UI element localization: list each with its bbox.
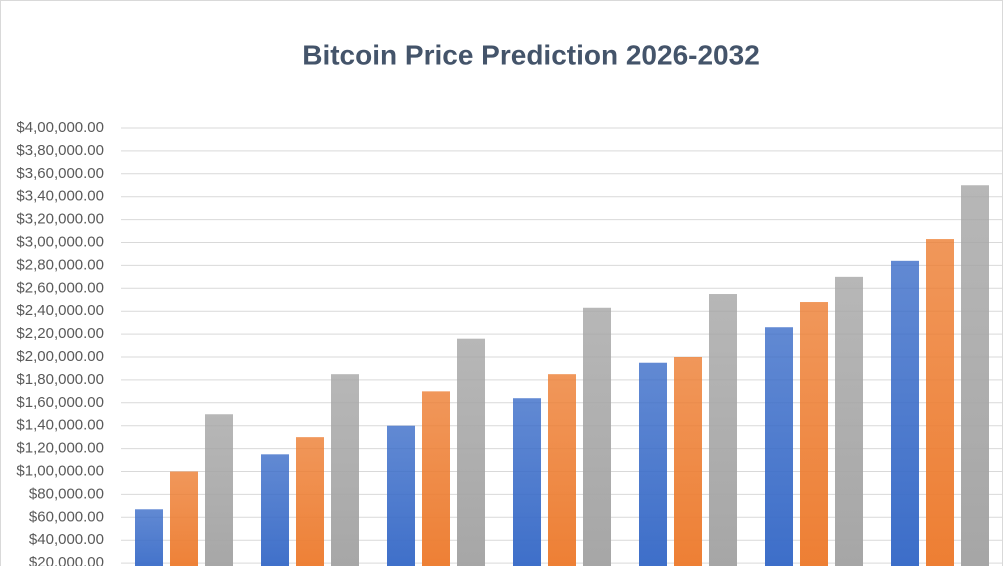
y-tick-label: $1,80,000.00	[16, 371, 104, 388]
y-tick-label: $1,20,000.00	[16, 440, 104, 457]
y-tick-label: $1,00,000.00	[16, 462, 104, 479]
y-tick-label: $1,40,000.00	[16, 417, 104, 434]
bar	[205, 414, 233, 566]
chart-title: Bitcoin Price Prediction 2026-2032	[302, 39, 760, 70]
bar	[135, 509, 163, 566]
bar	[422, 391, 450, 566]
y-tick-label: $40,000.00	[29, 531, 104, 548]
y-tick-label: $3,80,000.00	[16, 142, 104, 159]
y-tick-label: $80,000.00	[29, 485, 104, 502]
y-tick-label: $3,40,000.00	[16, 188, 104, 205]
bar	[457, 338, 485, 566]
bar	[261, 454, 289, 566]
bar	[835, 276, 863, 566]
bar	[583, 307, 611, 566]
bar	[709, 294, 737, 566]
bar	[387, 425, 415, 566]
bar	[926, 239, 954, 566]
bar	[513, 398, 541, 566]
bar	[765, 327, 793, 566]
y-tick-label: $3,60,000.00	[16, 165, 104, 182]
bar	[674, 357, 702, 566]
y-tick-label: $3,20,000.00	[16, 211, 104, 228]
bar	[170, 471, 198, 566]
y-tick-label: $1,60,000.00	[16, 394, 104, 411]
y-tick-label: $2,00,000.00	[16, 348, 104, 365]
bar	[961, 185, 989, 566]
y-tick-label: $4,00,000.00	[16, 119, 104, 136]
bar	[891, 260, 919, 566]
bar	[331, 374, 359, 566]
bar	[296, 437, 324, 566]
y-tick-label: $60,000.00	[29, 508, 104, 525]
bar	[800, 302, 828, 566]
y-tick-label: $2,40,000.00	[16, 302, 104, 319]
y-tick-label: $2,60,000.00	[16, 279, 104, 296]
y-tick-label: $2,20,000.00	[16, 325, 104, 342]
y-tick-label: $20,000.00	[29, 554, 104, 566]
y-tick-label: $3,00,000.00	[16, 233, 104, 250]
bar	[548, 374, 576, 566]
bar	[639, 362, 667, 566]
y-tick-label: $2,80,000.00	[16, 256, 104, 273]
